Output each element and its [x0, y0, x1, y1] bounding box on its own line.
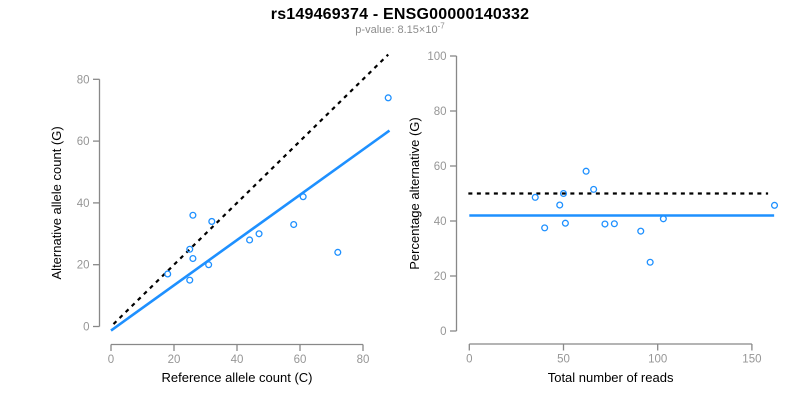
data-point: [164, 270, 172, 278]
x-tick-label: 60: [294, 354, 307, 366]
x-axis: 0 20 40 60 80: [108, 343, 370, 366]
regression-line: [110, 129, 391, 332]
data-points: [531, 167, 779, 266]
data-point: [601, 220, 609, 228]
pvalue-subtitle: p-value: 8.15×10-7: [0, 21, 800, 36]
x-tick-label: 40: [231, 354, 244, 366]
data-point: [189, 211, 197, 219]
y-tick-label: 80: [434, 106, 447, 118]
x-tick-label: 100: [648, 354, 667, 366]
data-point: [770, 201, 779, 209]
y-tick-label: 40: [77, 198, 90, 210]
y-tick-label: 60: [434, 161, 447, 173]
data-point: [334, 248, 342, 256]
y-tick-label: 0: [440, 326, 446, 338]
y-tick-label: 0: [83, 322, 89, 334]
x-tick-label: 20: [168, 354, 181, 366]
y-tick-label: 100: [427, 51, 446, 63]
data-point: [290, 220, 298, 229]
x-axis-label: Total number of reads: [548, 370, 674, 385]
data-point: [559, 189, 568, 198]
data-point: [186, 276, 194, 284]
y-axis-label: Percentage alternative (G): [407, 117, 422, 269]
data-point: [541, 224, 549, 232]
data-point: [582, 167, 590, 175]
y-axis-label: Alternative allele count (G): [49, 126, 64, 279]
data-point: [531, 193, 539, 201]
y-tick-label: 60: [77, 136, 90, 148]
data-point: [659, 215, 667, 223]
x-tick-label: 150: [742, 354, 761, 366]
data-point: [189, 254, 197, 263]
x-tick-label: 0: [108, 354, 114, 366]
x-axis-label: Reference allele count (C): [161, 370, 312, 385]
x-axis: 0 50 100 150: [466, 343, 761, 366]
data-point: [637, 227, 645, 235]
data-point: [610, 220, 618, 228]
y-tick-label: 20: [77, 260, 90, 272]
right-scatter-plot: 0 20 40 60 80 100 0 50 100 150 Total number of rea…: [407, 51, 779, 385]
data-point: [384, 94, 392, 102]
left-scatter-plot: 0 20 40 60 80 0 20 40 60 80 Reference allele count…: [49, 53, 392, 385]
y-axis: 0 20 40 60 80: [77, 74, 101, 334]
data-points: [164, 94, 392, 284]
pvalue-text: p-value: 8.15×10: [355, 24, 438, 36]
data-point: [590, 185, 598, 193]
x-tick-label: 50: [557, 354, 570, 366]
data-point: [255, 230, 263, 238]
data-point: [646, 258, 654, 266]
y-tick-label: 40: [434, 216, 447, 228]
data-point: [299, 193, 307, 201]
data-point: [186, 245, 194, 253]
data-point: [208, 217, 216, 225]
y-tick-label: 20: [434, 271, 447, 283]
data-point: [561, 219, 569, 227]
pvalue-exponent: -7: [437, 21, 445, 31]
x-tick-label: 0: [466, 354, 472, 366]
x-tick-label: 80: [357, 354, 370, 366]
data-point: [205, 261, 213, 269]
y-tick-label: 80: [77, 74, 90, 86]
identity-line: [112, 53, 389, 325]
plot-title: rs149469374 - ENSG00000140332: [270, 6, 530, 23]
data-point: [556, 201, 564, 209]
data-point: [246, 236, 254, 244]
y-axis: 0 20 40 60 80 100: [427, 51, 458, 338]
